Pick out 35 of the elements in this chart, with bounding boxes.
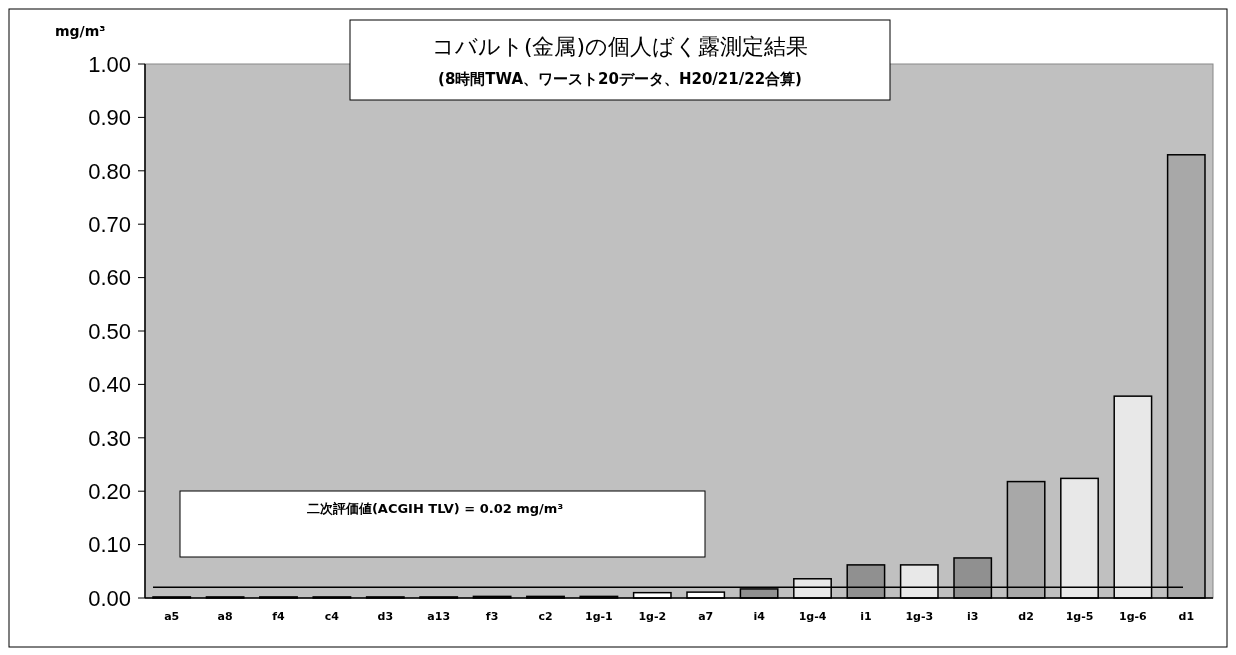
- x-tick-label: 1g-4: [798, 610, 827, 623]
- x-tick-label: 1g-3: [905, 610, 934, 623]
- y-tick-label: 1.00: [88, 51, 131, 77]
- y-tick-label: 0.90: [88, 105, 131, 131]
- y-tick-label: 0.80: [88, 158, 131, 184]
- y-tick-label: 0.30: [88, 425, 131, 451]
- chart-subtitle: (8時間TWA、ワースト20データ、H20/21/22合算): [438, 70, 802, 88]
- x-tick-label: 1g-2: [638, 610, 667, 623]
- x-tick-label: c4: [324, 610, 340, 623]
- x-tick-label: 1g-1: [585, 610, 613, 623]
- y-tick-label: 0.20: [88, 478, 131, 504]
- x-tick-label: f3: [485, 610, 499, 623]
- y-tick-label: 0.10: [88, 532, 131, 558]
- x-tick-label: d1: [1178, 610, 1195, 623]
- x-tick-label: f4: [272, 610, 286, 623]
- x-tick-label: c2: [538, 610, 553, 623]
- x-tick-label: a7: [698, 610, 714, 623]
- y-tick-label: 0.00: [88, 585, 131, 611]
- x-tick-label: i1: [860, 610, 872, 623]
- y-tick-label: 0.40: [88, 372, 131, 398]
- x-tick-label: a8: [217, 610, 233, 623]
- x-tick-label: i3: [966, 610, 979, 623]
- chart-title: コバルト(金属)の個人ばく露測定結果: [431, 34, 809, 59]
- x-tick-label: a5: [164, 610, 180, 623]
- y-axis-title: mg/m³: [55, 23, 106, 39]
- x-tick-label: a13: [427, 610, 451, 623]
- ref-line-label: 二次評価値(ACGIH TLV) = 0.02 mg/m³: [306, 501, 564, 516]
- y-tick-label: 0.70: [88, 211, 131, 237]
- x-tick-label: i4: [753, 610, 766, 623]
- x-tick-label: 1g-5: [1065, 610, 1094, 623]
- x-tick-label: d3: [377, 610, 394, 623]
- x-tick-label: d2: [1018, 610, 1034, 623]
- y-tick-label: 0.50: [88, 318, 131, 344]
- x-tick-label: 1g-6: [1119, 610, 1148, 623]
- y-tick-label: 0.60: [88, 265, 131, 291]
